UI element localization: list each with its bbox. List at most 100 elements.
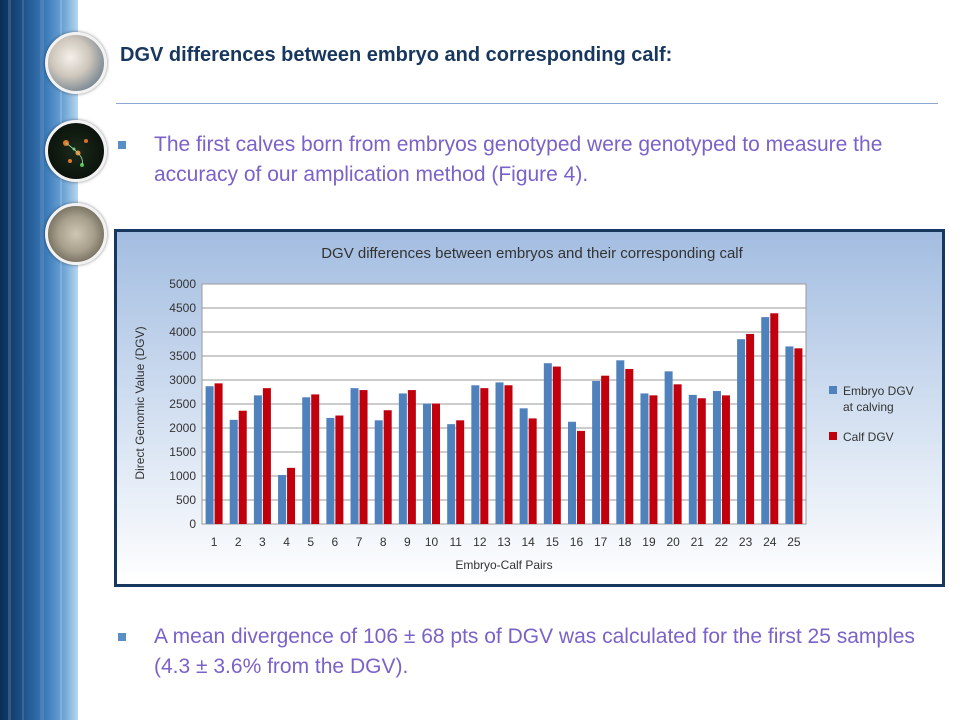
title-divider <box>116 103 938 104</box>
y-tick-label: 500 <box>176 493 196 507</box>
calf-bar-10 <box>432 403 441 524</box>
chart-frame: DGV differences between embryos and thei… <box>114 229 945 587</box>
calf-bar-22 <box>721 395 730 524</box>
chart-title: DGV differences between embryos and thei… <box>321 245 743 262</box>
x-tick-label: 1 <box>211 535 218 549</box>
x-tick-label: 9 <box>404 535 411 549</box>
embryo-bar-9 <box>398 393 407 524</box>
embryo-bar-22 <box>712 391 721 524</box>
embryo-bar-4 <box>278 475 287 524</box>
embryo-bar-13 <box>495 382 504 524</box>
embryo-bar-11 <box>447 424 456 524</box>
x-axis-label: Embryo-Calf Pairs <box>455 558 552 572</box>
embryo-bar-17 <box>592 380 601 524</box>
embryo-bar-14 <box>519 408 528 524</box>
legend-label: Calf DGV <box>843 430 894 444</box>
y-tick-label: 5000 <box>169 277 196 291</box>
x-tick-label: 3 <box>259 535 266 549</box>
calf-bar-9 <box>407 390 416 524</box>
calf-bar-24 <box>770 313 779 524</box>
calf-bar-18 <box>625 368 634 524</box>
bullet-square-icon <box>118 633 126 641</box>
x-tick-label: 23 <box>739 535 753 549</box>
lab-photo-thumbnail <box>45 32 107 94</box>
y-tick-label: 2500 <box>169 397 196 411</box>
calf-bar-6 <box>335 415 344 524</box>
bullet-point-1: The first calves born from embryos genot… <box>118 130 938 190</box>
calf-bar-14 <box>528 418 537 524</box>
embryo-bar-7 <box>350 388 359 524</box>
x-tick-label: 21 <box>691 535 705 549</box>
bullet-text-1: The first calves born from embryos genot… <box>154 133 883 186</box>
embryo-bar-19 <box>640 393 649 524</box>
calf-bar-20 <box>673 384 682 524</box>
calf-bar-23 <box>746 333 755 524</box>
x-tick-label: 4 <box>283 535 290 549</box>
x-tick-label: 13 <box>497 535 511 549</box>
bar-chart: DGV differences between embryos and thei… <box>133 245 914 572</box>
calf-bar-11 <box>456 420 465 524</box>
x-tick-label: 15 <box>546 535 560 549</box>
y-tick-label: 2000 <box>169 421 196 435</box>
x-tick-label: 11 <box>449 535 462 549</box>
y-tick-label: 3500 <box>169 349 196 363</box>
y-tick-label: 3000 <box>169 373 196 387</box>
y-tick-label: 1500 <box>169 445 196 459</box>
embryo-bar-5 <box>302 397 311 524</box>
calf-bar-7 <box>359 390 368 524</box>
y-tick-label: 4500 <box>169 301 196 315</box>
x-tick-label: 18 <box>618 535 632 549</box>
embryo-bar-1 <box>205 386 214 524</box>
legend-label: Embryo DGV at calving <box>843 384 914 414</box>
bullet-point-2: A mean divergence of 106 ± 68 pts of DGV… <box>118 622 938 682</box>
calf-bar-4 <box>287 467 296 524</box>
y-axis-label: Direct Genomic Value (DGV) <box>133 326 147 479</box>
y-tick-label: 1000 <box>169 469 196 483</box>
embryo-bar-23 <box>737 339 746 524</box>
calf-bar-8 <box>383 410 392 524</box>
embryo-bar-2 <box>229 419 238 524</box>
embryo-bar-10 <box>423 403 432 524</box>
embryo-bar-12 <box>471 385 480 524</box>
calf-bar-5 <box>311 394 320 524</box>
x-tick-label: 19 <box>642 535 656 549</box>
embryo-bar-15 <box>543 363 552 524</box>
slide-title: DGV differences between embryo and corre… <box>120 44 673 66</box>
left-decorative-band <box>0 0 78 720</box>
x-tick-label: 17 <box>594 535 608 549</box>
x-tick-label: 6 <box>332 535 339 549</box>
calf-bar-17 <box>601 375 610 524</box>
bullet-square-icon <box>118 141 126 149</box>
calf-bar-2 <box>238 410 247 524</box>
embryo-bar-25 <box>785 346 794 524</box>
microscopy-photo-thumbnail <box>45 120 107 182</box>
x-tick-label: 14 <box>521 535 535 549</box>
embryo-bar-20 <box>664 371 673 524</box>
bullet-text-2: A mean divergence of 106 ± 68 pts of DGV… <box>154 625 915 678</box>
petri-dish-photo-thumbnail <box>45 203 107 265</box>
legend-swatch <box>829 386 837 394</box>
x-tick-label: 20 <box>666 535 680 549</box>
embryo-bar-18 <box>616 360 625 524</box>
calf-bar-1 <box>214 383 223 524</box>
x-tick-label: 16 <box>570 535 584 549</box>
legend-swatch <box>829 432 837 440</box>
x-tick-label: 25 <box>787 535 801 549</box>
x-tick-label: 5 <box>307 535 314 549</box>
y-tick-label: 0 <box>189 517 196 531</box>
x-tick-label: 12 <box>473 535 487 549</box>
calf-bar-16 <box>576 430 585 524</box>
x-tick-label: 8 <box>380 535 387 549</box>
x-tick-label: 24 <box>763 535 777 549</box>
calf-bar-13 <box>504 385 513 524</box>
x-tick-label: 7 <box>356 535 363 549</box>
x-tick-label: 2 <box>235 535 242 549</box>
calf-bar-15 <box>552 366 561 524</box>
calf-bar-19 <box>649 395 658 524</box>
embryo-bar-8 <box>374 420 383 524</box>
embryo-bar-24 <box>761 317 770 524</box>
chart-legend: Embryo DGV at calving Calf DGV <box>829 384 914 444</box>
calf-bar-21 <box>697 398 706 524</box>
y-tick-label: 4000 <box>169 325 196 339</box>
calf-bar-3 <box>262 388 271 524</box>
